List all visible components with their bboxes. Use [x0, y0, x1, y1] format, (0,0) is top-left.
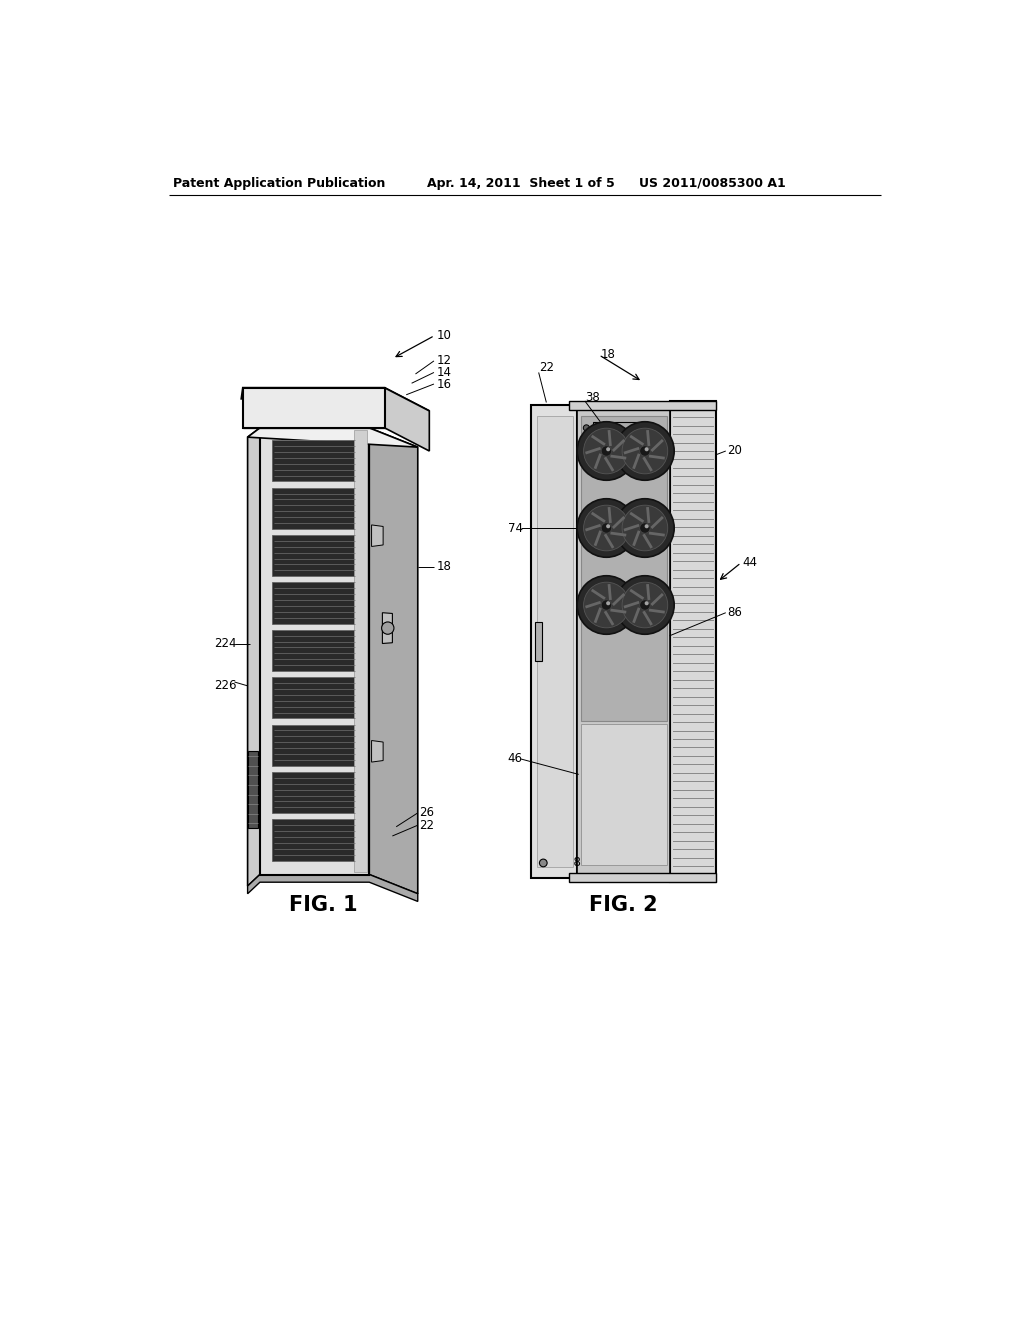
Circle shape [382, 622, 394, 635]
Circle shape [584, 425, 590, 432]
Circle shape [584, 582, 629, 628]
Text: 18: 18 [600, 348, 615, 362]
Polygon shape [242, 388, 429, 411]
Circle shape [615, 422, 674, 480]
Polygon shape [248, 428, 418, 447]
Text: US 2011/0085300 A1: US 2011/0085300 A1 [639, 177, 785, 190]
Text: 18: 18 [436, 560, 452, 573]
Polygon shape [382, 612, 392, 644]
Text: 226: 226 [214, 680, 237, 693]
Text: FIG. 2: FIG. 2 [589, 895, 657, 915]
Circle shape [606, 447, 610, 451]
Circle shape [606, 601, 610, 606]
Text: 74: 74 [508, 521, 523, 535]
Polygon shape [248, 428, 260, 886]
Circle shape [645, 447, 649, 451]
Text: FIG. 1: FIG. 1 [289, 895, 357, 915]
Circle shape [584, 428, 629, 474]
Polygon shape [370, 428, 418, 894]
Polygon shape [372, 525, 383, 546]
Circle shape [645, 601, 649, 606]
Polygon shape [272, 820, 357, 861]
Text: Patent Application Publication: Patent Application Publication [173, 177, 385, 190]
Text: 22: 22 [539, 362, 554, 375]
Text: Apr. 14, 2011  Sheet 1 of 5: Apr. 14, 2011 Sheet 1 of 5 [427, 177, 614, 190]
Circle shape [640, 599, 650, 610]
Text: 14: 14 [436, 366, 452, 379]
Polygon shape [578, 405, 670, 875]
Text: 16: 16 [436, 378, 452, 391]
Circle shape [578, 576, 636, 635]
Text: 38: 38 [585, 391, 600, 404]
Text: 20: 20 [727, 445, 742, 458]
Text: 10: 10 [436, 329, 452, 342]
Circle shape [601, 446, 611, 457]
Polygon shape [581, 416, 668, 721]
Polygon shape [569, 401, 716, 411]
Circle shape [640, 446, 650, 457]
Circle shape [540, 859, 547, 867]
Circle shape [623, 506, 668, 550]
Text: 46: 46 [508, 752, 523, 766]
Circle shape [640, 523, 650, 533]
Polygon shape [272, 441, 357, 482]
Circle shape [645, 524, 649, 528]
Text: 86: 86 [727, 606, 742, 619]
Text: 26: 26 [419, 807, 434, 820]
Polygon shape [272, 630, 357, 671]
Polygon shape [272, 677, 357, 718]
Polygon shape [535, 622, 542, 661]
Text: 22: 22 [419, 818, 434, 832]
Circle shape [623, 582, 668, 628]
Polygon shape [593, 422, 646, 434]
Text: 28: 28 [566, 857, 581, 870]
Polygon shape [272, 582, 357, 623]
Text: 222: 222 [252, 791, 274, 804]
Polygon shape [569, 873, 716, 882]
Polygon shape [581, 725, 668, 866]
Circle shape [584, 506, 629, 550]
Text: 44: 44 [742, 556, 758, 569]
Polygon shape [354, 430, 367, 873]
Circle shape [578, 499, 636, 557]
Polygon shape [243, 388, 385, 428]
Text: 24: 24 [322, 846, 337, 859]
Circle shape [578, 422, 636, 480]
Polygon shape [248, 875, 418, 902]
Polygon shape [385, 388, 429, 451]
Text: 12: 12 [436, 354, 452, 367]
Polygon shape [670, 401, 716, 882]
Circle shape [601, 523, 611, 533]
Text: 40: 40 [538, 857, 552, 870]
Polygon shape [260, 428, 370, 875]
Polygon shape [272, 487, 357, 529]
Polygon shape [248, 751, 258, 829]
Text: 224: 224 [214, 638, 237, 649]
Polygon shape [272, 725, 357, 766]
Polygon shape [272, 772, 357, 813]
Polygon shape [531, 405, 578, 878]
Circle shape [615, 499, 674, 557]
Polygon shape [272, 535, 357, 577]
Circle shape [606, 524, 610, 528]
Circle shape [601, 599, 611, 610]
Circle shape [615, 576, 674, 635]
Polygon shape [538, 416, 573, 867]
Circle shape [623, 428, 668, 474]
Polygon shape [372, 741, 383, 762]
